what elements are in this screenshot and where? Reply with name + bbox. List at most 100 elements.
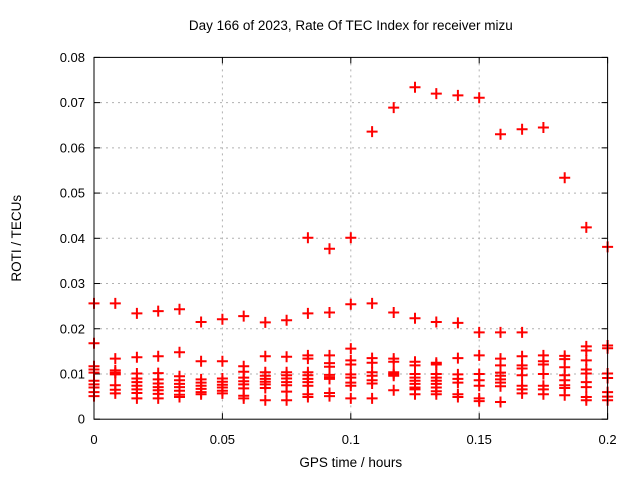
data-point (366, 378, 378, 389)
y-tick-label: 0.07 (60, 95, 85, 110)
data-point (345, 232, 357, 244)
data-point (259, 316, 271, 328)
data-point (495, 326, 506, 338)
data-point (302, 232, 314, 244)
data-point (537, 122, 549, 133)
data-point (388, 356, 400, 368)
data-point (366, 357, 378, 369)
data-point (174, 391, 185, 403)
data-point (259, 382, 271, 394)
data-point (109, 297, 121, 309)
data-point (473, 92, 485, 104)
data-point (388, 384, 400, 396)
data-point (174, 303, 185, 315)
data-point (281, 314, 293, 326)
data-point (473, 349, 485, 361)
data-point (324, 390, 335, 402)
y-tick-label: 0.04 (60, 231, 85, 246)
data-point (473, 380, 485, 392)
data-point (388, 102, 400, 114)
data-point (473, 326, 485, 338)
data-point (259, 394, 271, 406)
data-point (452, 391, 464, 403)
data-point (452, 352, 464, 364)
data-point (195, 355, 207, 367)
data-point (537, 359, 549, 370)
data-point (366, 126, 378, 138)
data-point (195, 388, 207, 400)
data-point (302, 353, 314, 365)
x-tick-label: 0.15 (467, 432, 492, 447)
data-point (131, 351, 143, 363)
y-tick-label: 0.05 (60, 186, 85, 201)
data-point (452, 377, 464, 389)
data-point (238, 392, 250, 404)
data-point (516, 369, 528, 381)
data-points-layer (88, 81, 614, 408)
x-tick-label: 0.1 (342, 432, 360, 447)
data-point (430, 359, 442, 370)
data-point (473, 395, 485, 407)
data-point (580, 345, 592, 356)
data-point (516, 123, 528, 135)
y-tick-label: 0.02 (60, 321, 85, 336)
axis-layer: 0 0.01 0.02 0.03 0.04 0.05 0.06 0.07 0.08 0 0.05 0.… (60, 50, 617, 447)
data-point (324, 243, 335, 255)
data-point (238, 310, 250, 322)
data-point (109, 368, 121, 380)
data-point (366, 392, 378, 404)
data-point (495, 380, 506, 392)
data-point (495, 396, 506, 408)
data-point (152, 350, 164, 362)
data-point (409, 81, 421, 93)
data-point (109, 387, 121, 399)
data-point (345, 298, 357, 310)
data-point (430, 88, 442, 100)
data-point (409, 388, 421, 400)
chart-title: Day 166 of 2023, Rate Of TEC Index for r… (189, 18, 513, 33)
data-point (345, 380, 357, 392)
y-tick-label: 0.01 (60, 366, 85, 381)
data-point (216, 355, 228, 367)
data-point (324, 307, 335, 318)
data-point (580, 381, 592, 393)
y-tick-label: 0.08 (60, 50, 85, 65)
x-axis-label: GPS time / hours (299, 455, 402, 470)
data-point (452, 89, 464, 101)
data-point (430, 316, 442, 328)
y-tick-label: 0 (78, 412, 85, 427)
y-tick-label: 0.06 (60, 140, 85, 155)
data-point (430, 388, 442, 400)
data-point (537, 388, 549, 400)
data-point (324, 373, 335, 385)
data-point (281, 394, 293, 406)
data-point (516, 326, 528, 338)
data-point (216, 387, 228, 399)
data-point (580, 221, 592, 233)
data-point (580, 394, 592, 406)
data-point (345, 359, 357, 370)
data-point (409, 312, 421, 324)
y-axis-label: ROTI / TECUs (9, 195, 24, 282)
data-point (388, 370, 400, 382)
data-point (366, 297, 378, 309)
data-point (516, 387, 528, 399)
y-tick-label: 0.03 (60, 276, 85, 291)
data-point (452, 317, 464, 329)
data-point (195, 316, 207, 328)
data-point (559, 172, 571, 184)
plot-border (93, 56, 609, 420)
data-point (109, 353, 121, 365)
data-point (345, 392, 357, 404)
data-point (131, 307, 143, 319)
data-point (559, 389, 571, 401)
data-point (259, 350, 271, 362)
data-point (302, 307, 314, 319)
data-point (216, 313, 228, 325)
data-point (495, 128, 506, 140)
x-tick-label: 0.05 (210, 432, 235, 447)
data-point (537, 368, 549, 380)
data-point (345, 343, 357, 355)
